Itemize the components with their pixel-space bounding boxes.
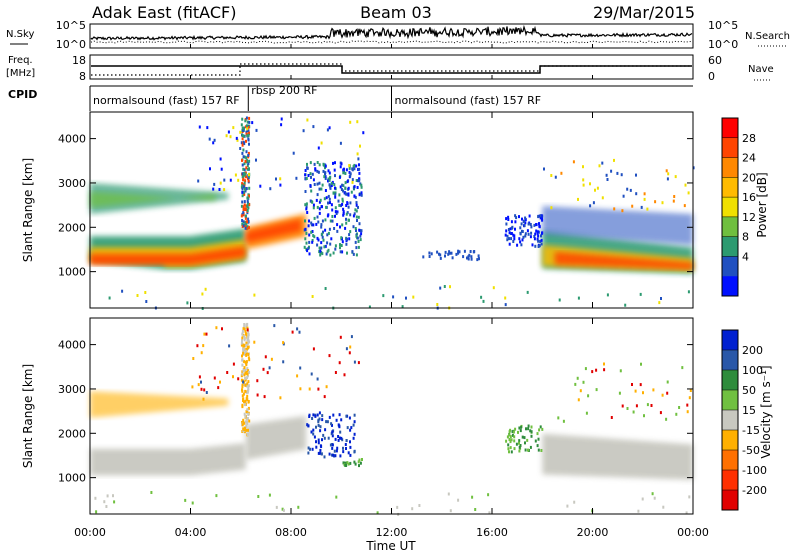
y-tick-label: 1000: [58, 266, 86, 279]
nave-label: Nave: [748, 64, 774, 75]
colorbar-swatch: [722, 410, 738, 431]
colorbar-tick-label: 50: [742, 384, 756, 397]
y-tick-label: 4000: [58, 339, 86, 352]
freq-panel: Freq. [MHz] 18 8 60 0 Nave: [6, 54, 774, 83]
power-colorbar: 28 24 20 16 12 8 4 Power [dB]: [721, 117, 769, 297]
x-tick-label: 20:00: [577, 526, 609, 539]
cpid-segment-label: rbsp 200 RF: [251, 84, 317, 97]
colorbar-tick-label: 100: [742, 364, 763, 377]
colorbar-tick-label: 24: [742, 152, 756, 165]
colorbar-swatch: [722, 470, 738, 491]
nave-tick-top: 60: [708, 54, 722, 67]
nsky-tick-bottom: 10^0: [56, 38, 86, 51]
colorbar-swatch: [722, 490, 738, 511]
nsky-panel: N.Sky 10^5 10^0 10^5 10^0 N.Search: [6, 19, 790, 51]
y-tick-label: 1000: [58, 472, 86, 485]
x-tick-label: 16:00: [476, 526, 508, 539]
cpid-segment: normalsound (fast) 157 RF: [391, 86, 542, 111]
y-tick-label: 3000: [58, 177, 86, 190]
colorbar-swatch: [722, 276, 738, 297]
velocity-panel: 1000 2000 3000 4000 Slant Range [km]: [21, 317, 694, 516]
colorbar-tick-label: 16: [742, 191, 756, 204]
colorbar-tick-label: -100: [742, 464, 767, 477]
nave-tick-bottom: 0: [708, 70, 715, 83]
colorbar-tick-label: -200: [742, 484, 767, 497]
colorbar-swatch: [722, 216, 738, 238]
freq-tick-top: 18: [72, 54, 86, 67]
cpid-segment-label: normalsound (fast) 157 RF: [93, 94, 240, 107]
cpid-row: CPID normalsound (fast) 157 RF rbsp 200 R…: [8, 84, 693, 111]
colorbar-tick-label: 12: [742, 211, 756, 224]
x-axis: 00:00 04:00 08:00 12:00 16:00 20:00 00:00 Time…: [74, 44, 709, 553]
station-title: Adak East (fitACF): [92, 3, 236, 22]
beam-title: Beam 03: [360, 3, 432, 22]
colorbar-swatch: [722, 430, 738, 451]
colorbar-swatch: [722, 197, 738, 218]
y-tick-label: 2000: [58, 221, 86, 234]
nsearch-tick-bottom: 10^0: [708, 38, 738, 51]
colorbar-swatch: [722, 118, 738, 139]
power-heatmap: [90, 116, 695, 310]
colorbar-swatch: [722, 177, 738, 198]
nsearch-tick-top: 10^5: [708, 19, 738, 32]
colorbar-tick-label: 4: [742, 250, 749, 263]
y-tick-label: 3000: [58, 383, 86, 396]
x-axis-label: Time UT: [365, 539, 416, 553]
colorbar-tick-label: 8: [742, 231, 749, 244]
velocity-ylabel: Slant Range [km]: [21, 364, 35, 468]
cpid-segment: normalsound (fast) 157 RF: [89, 86, 240, 111]
nsearch-label: N.Search: [745, 31, 790, 42]
colorbar-swatch: [722, 350, 738, 371]
colorbar-tick-label: -50: [742, 444, 760, 457]
cpid-segment: rbsp 200 RF: [247, 84, 317, 111]
colorbar-swatch: [722, 236, 738, 257]
colorbar-swatch: [722, 330, 738, 351]
freq-label: Freq.: [8, 55, 33, 66]
velocity-heatmap: [90, 322, 693, 516]
colorbar-tick-label: -15: [742, 424, 760, 437]
y-tick-label: 2000: [58, 427, 86, 440]
power-ylabel: Slant Range [km]: [21, 158, 35, 262]
x-tick-label: 08:00: [275, 526, 307, 539]
colorbar-swatch: [722, 256, 738, 277]
colorbar-swatch: [722, 157, 738, 178]
freq-tick-bottom: 8: [79, 70, 86, 83]
nsky-label: N.Sky: [6, 29, 34, 40]
x-tick-label: 12:00: [376, 526, 408, 539]
colorbar-tick-label: 200: [742, 344, 763, 357]
x-tick-label: 00:00: [677, 526, 709, 539]
y-tick-label: 4000: [58, 133, 86, 146]
power-panel: 1000 2000 3000 4000 Slant Range [km]: [21, 111, 695, 310]
colorbar-swatch: [722, 137, 738, 159]
freq-unit-label: [MHz]: [6, 68, 35, 79]
velocity-colorbar: 200 100 50 15 -15 -50 -100 -200 Velocity [m s⁻¹…: [721, 329, 773, 511]
colorbar-tick-label: 15: [742, 404, 756, 417]
colorbar-swatch: [722, 370, 738, 391]
nsky-tick-top: 10^5: [56, 19, 86, 32]
power-colorbar-label: Power [dB]: [755, 172, 769, 237]
colorbar-tick-label: 20: [742, 171, 756, 184]
colorbar-swatch: [722, 450, 738, 471]
velocity-colorbar-label: Velocity [m s⁻¹]: [759, 365, 773, 458]
date-title: 29/Mar/2015: [593, 3, 695, 22]
cpid-segment-label: normalsound (fast) 157 RF: [395, 94, 542, 107]
cpid-label: CPID: [8, 88, 37, 101]
x-tick-label: 00:00: [74, 526, 106, 539]
colorbar-swatch: [722, 390, 738, 411]
colorbar-tick-label: 28: [742, 132, 756, 145]
x-tick-label: 04:00: [175, 526, 207, 539]
